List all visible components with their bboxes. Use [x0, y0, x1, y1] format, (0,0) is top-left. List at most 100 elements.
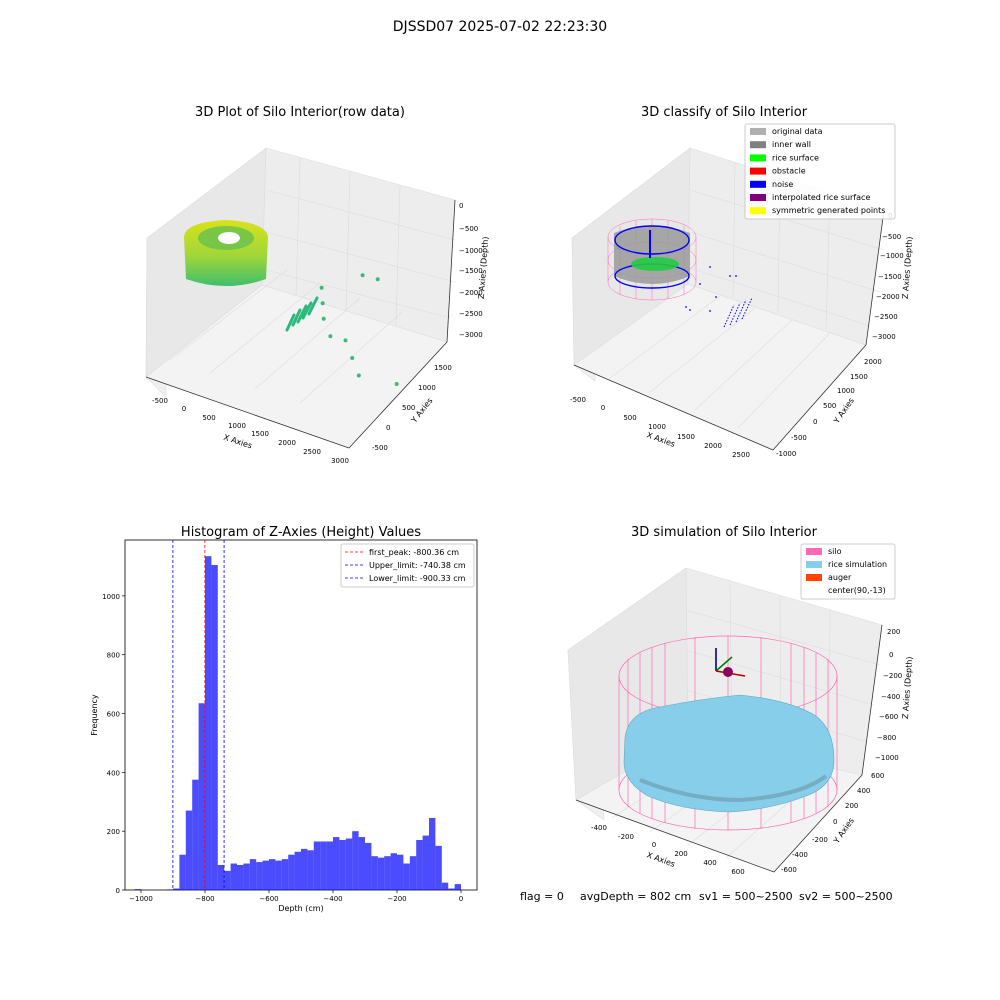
histogram-bar [377, 857, 385, 890]
classify-3d-ztick: −1000 [880, 252, 904, 260]
histogram-legend: first_peak: -800.36 cm Upper_limit: -740.… [340, 543, 475, 588]
histogram-xtick-label: −800 [195, 895, 214, 903]
classify-3d-legend-swatch [750, 154, 766, 162]
raw-3d-xtick: 2500 [303, 448, 321, 456]
classify-3d-legend-label: symmetric generated points [772, 206, 885, 215]
histogram-bar [211, 565, 218, 890]
histogram-bar [301, 848, 308, 890]
histogram-bar [409, 856, 417, 890]
simulation-3d-ztick: 0 [889, 651, 893, 659]
histogram-ytick-label: 800 [107, 652, 120, 660]
simulation-3d-legend-label: rice simulation [828, 560, 887, 569]
histogram-bar [249, 859, 257, 890]
simulation-3d-ztick: −800 [877, 734, 896, 742]
histogram-plot-area [124, 539, 478, 891]
histogram-bar [224, 870, 231, 890]
classify-3d-legend-label: noise [772, 180, 793, 189]
histogram-bar [237, 865, 244, 890]
simulation-3d-ztick: 200 [887, 628, 900, 636]
simulation-3d-title: 3D simulation of Silo Interior [631, 525, 818, 540]
simulation-3d-ytick: 400 [857, 787, 870, 795]
raw-3d-scatter-point [394, 382, 399, 386]
raw-3d-ytick: 1000 [418, 384, 436, 392]
simulation-3d-xtick: 400 [703, 859, 716, 867]
raw-3d-ztick: 0 [459, 202, 463, 210]
sv2-text: sv2 = 500~2500 [799, 890, 893, 903]
panel-simulation-3d: 3D simulation of Silo Interior -400 -200… [567, 525, 914, 876]
classify-3d-legend: original data inner wall rice surface obsta… [744, 123, 896, 220]
simulation-3d-legend-label: auger [828, 573, 852, 582]
raw-3d-ytick: 0 [386, 424, 390, 432]
raw-3d-scatter-point [328, 334, 333, 339]
histogram-bar [365, 842, 372, 890]
simulation-3d-xlabel: X Axies [645, 850, 676, 869]
classify-3d-ytick: -1000 [776, 450, 796, 458]
classify-3d-inner-wall [614, 225, 690, 284]
classify-3d-xtick: 2000 [704, 442, 722, 450]
raw-3d-title: 3D Plot of Silo Interior(row data) [195, 105, 405, 120]
simulation-3d-z-axis [861, 624, 883, 776]
classify-3d-ztick: −2000 [876, 293, 900, 301]
histogram-bar [256, 862, 263, 890]
histogram-bar [345, 838, 353, 890]
classify-3d-legend-label: original data [772, 127, 823, 136]
histogram-bar [429, 817, 436, 890]
histogram-xtick-label: −400 [323, 895, 342, 903]
raw-3d-xtick: 500 [202, 414, 215, 422]
raw-3d-ztick: −3000 [459, 331, 483, 339]
classify-3d-ytick: 2000 [864, 358, 882, 366]
raw-3d-scatter-points [319, 273, 399, 386]
simulation-3d-y-axis [773, 774, 863, 873]
histogram-ytick-label: 400 [107, 769, 120, 777]
classify-3d-legend-label: rice surface [772, 153, 819, 162]
simulation-3d-legend-items: silo rice simulation auger center(90,-13) [806, 547, 887, 595]
histogram-bar [198, 703, 205, 890]
simulation-3d-ytick: 600 [871, 772, 884, 780]
histogram-ylabel: Frequency [90, 694, 99, 736]
simulation-3d-legend: silo rice simulation auger center(90,-13) [800, 543, 896, 600]
classify-3d-y-axis [772, 344, 867, 451]
classify-3d-noise-points [685, 266, 737, 312]
raw-3d-ztick: −2000 [459, 289, 483, 297]
raw-3d-ztick: −1000 [459, 247, 483, 255]
histogram-bar [441, 882, 449, 890]
raw-3d-obstacle-cluster [285, 296, 319, 332]
histogram-bar [416, 840, 423, 890]
histogram-xtick-label: 0 [459, 895, 463, 903]
histogram-title: Histogram of Z-Axies (Height) Values [181, 525, 421, 540]
histogram-legend-label: Upper_limit: -740.38 cm [369, 561, 466, 570]
histogram-bar [173, 888, 180, 890]
simulation-3d-ytick: -600 [781, 866, 797, 874]
histogram-bar [454, 884, 461, 890]
histogram-bar [326, 841, 333, 890]
simulation-3d-rice-shadow [639, 774, 828, 803]
raw-3d-scatter-point [360, 273, 365, 278]
classify-3d-obstacle-noise [723, 297, 753, 328]
raw-3d-gridlines [169, 156, 456, 404]
histogram-legend-label: first_peak: -800.36 cm [369, 548, 459, 557]
histogram-x-ticks: −1000 −800 −600 −400 −200 0 [129, 890, 463, 903]
classify-3d-ytick: 0 [813, 418, 817, 426]
classify-3d-ztick: −1500 [878, 273, 902, 281]
classify-3d-point-cloud [607, 218, 753, 328]
histogram-bar [275, 860, 282, 890]
raw-3d-xtick: 0 [182, 405, 186, 413]
status-footer: flag = 0 avgDepth = 802 cm sv1 = 500~250… [520, 890, 893, 903]
raw-3d-ztick: −500 [459, 225, 478, 233]
raw-3d-scatter-point [321, 316, 326, 321]
classify-3d-z-axis [865, 209, 885, 346]
classify-3d-xtick: 2500 [732, 451, 750, 459]
histogram-ytick-label: 600 [107, 711, 120, 719]
raw-3d-zlabel: Z Axies (Depth) [477, 236, 490, 299]
classify-3d-legend-swatch [750, 128, 766, 135]
classify-3d-gridlines [609, 161, 885, 429]
histogram-bar [358, 837, 365, 890]
histogram-bar [422, 835, 429, 890]
classify-3d-ztick: −3000 [872, 333, 896, 341]
raw-3d-ztick: −2500 [459, 310, 483, 318]
simulation-3d-xtick: 200 [674, 850, 687, 858]
flag-text: flag = 0 [520, 890, 564, 903]
classify-3d-xtick: -500 [570, 396, 586, 404]
raw-3d-point-cloud [184, 220, 399, 386]
histogram-bar [320, 841, 327, 890]
